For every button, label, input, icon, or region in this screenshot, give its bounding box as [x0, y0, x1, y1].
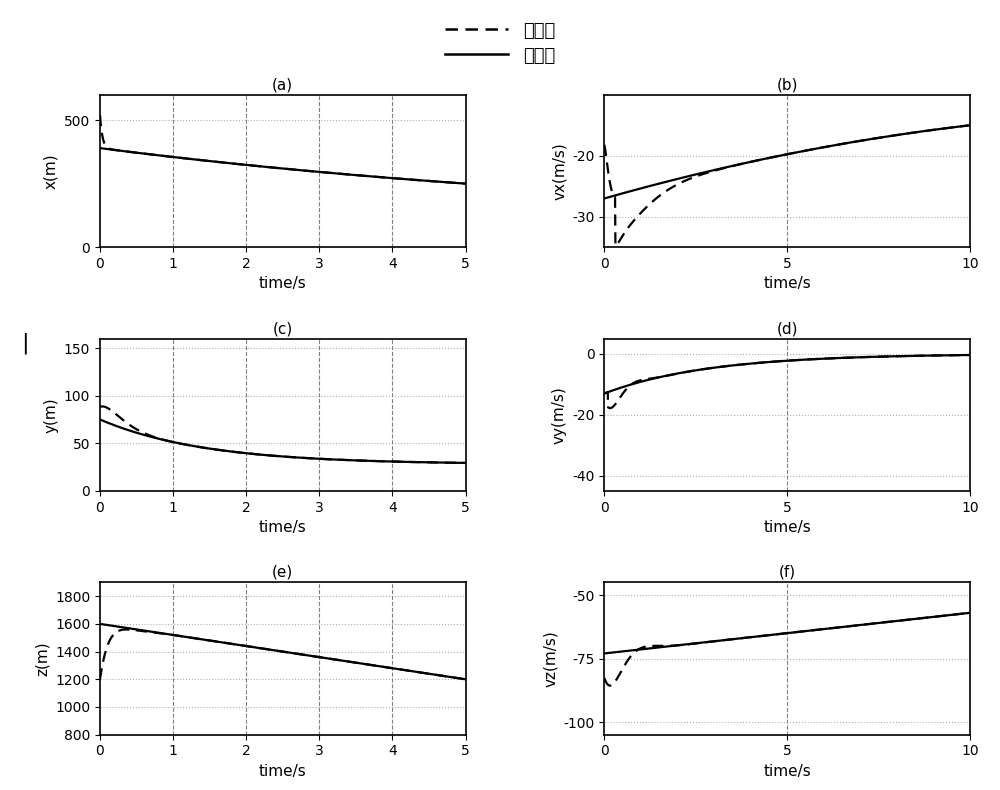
Title: (b): (b)	[776, 77, 798, 92]
Title: (d): (d)	[776, 321, 798, 336]
Y-axis label: z(m): z(m)	[34, 641, 49, 675]
Y-axis label: vx(m/s): vx(m/s)	[552, 142, 567, 200]
Title: (f): (f)	[779, 565, 796, 580]
Y-axis label: vy(m/s): vy(m/s)	[552, 386, 567, 444]
X-axis label: time/s: time/s	[259, 520, 307, 535]
Legend: 估计值, 真实值: 估计值, 真实值	[438, 14, 562, 73]
X-axis label: time/s: time/s	[763, 764, 811, 779]
Y-axis label: y(m): y(m)	[43, 397, 58, 433]
X-axis label: time/s: time/s	[763, 520, 811, 535]
Y-axis label: vz(m/s): vz(m/s)	[543, 630, 558, 687]
X-axis label: time/s: time/s	[259, 764, 307, 779]
X-axis label: time/s: time/s	[259, 276, 307, 292]
Text: |: |	[21, 333, 29, 355]
X-axis label: time/s: time/s	[763, 276, 811, 292]
Title: (c): (c)	[273, 321, 293, 336]
Title: (e): (e)	[272, 565, 293, 580]
Y-axis label: x(m): x(m)	[43, 153, 58, 189]
Title: (a): (a)	[272, 77, 293, 92]
